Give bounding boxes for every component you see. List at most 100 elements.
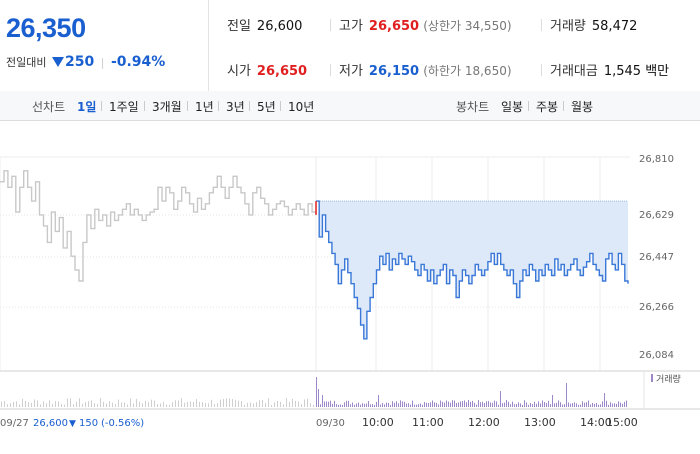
stat-value: 26,650: [256, 64, 308, 79]
volume-bar: [516, 403, 517, 407]
volume-bar: [404, 401, 405, 407]
stat-prev-close: 전일 26,600: [227, 15, 302, 34]
prev-day-series-line: [0, 170, 317, 282]
volume-bar: [486, 401, 487, 407]
volume-bar: [624, 401, 625, 407]
period-1y-button[interactable]: 1년: [195, 100, 214, 114]
volume-bar: [91, 400, 92, 407]
stat-open: 시가 26,650: [227, 60, 307, 79]
volume-bar: [604, 393, 605, 407]
prev-day-date-label: 09/27: [0, 418, 29, 429]
volume-bar: [318, 389, 319, 407]
volume-bar: [259, 400, 260, 407]
candle-daily-button[interactable]: 일봉: [501, 100, 524, 114]
volume-bar: [277, 400, 278, 407]
volume-bar: [364, 403, 365, 407]
volume-bar: [406, 403, 407, 407]
volume-bar: [470, 401, 471, 407]
volume-bar: [163, 401, 164, 407]
volume-bar: [37, 400, 38, 407]
volume-bar: [265, 403, 266, 407]
volume-bar: [121, 402, 122, 407]
upper-limit: (상한가 34,550): [423, 19, 512, 33]
candle-monthly-button[interactable]: 월봉: [571, 100, 594, 114]
volume-bar: [616, 403, 617, 407]
period-1d-button[interactable]: 1일: [77, 100, 97, 114]
stat-low: 저가 26,150 (하한가 18,650): [339, 60, 512, 79]
divider: [144, 101, 145, 111]
volume-bar: [618, 401, 619, 407]
volume-bar: [554, 403, 555, 407]
prev-day-close-label: 26,600: [33, 418, 68, 429]
volume-bar: [552, 395, 553, 407]
volume-legend-swatch: [651, 374, 653, 382]
volume-bar: [130, 398, 131, 407]
volume-bar: [408, 403, 409, 407]
volume-bar: [346, 400, 347, 407]
volume-bar: [558, 400, 559, 407]
volume-bar: [396, 401, 397, 407]
volume-bar: [548, 400, 549, 407]
volume-bar: [530, 403, 531, 407]
volume-bar: [280, 401, 281, 407]
volume-bar: [418, 404, 419, 407]
today-series-line: [316, 200, 629, 340]
volume-bar: [626, 400, 627, 407]
volume-bar: [187, 401, 188, 407]
prev-day-change-label: 150: [79, 418, 98, 429]
stat-value: 26,150: [368, 64, 420, 79]
volume-bar: [301, 404, 302, 407]
period-5y-button[interactable]: 5년: [257, 100, 276, 114]
price-chart[interactable]: 26,810 26,629 26,447 26,266 26,084 거래량 0…: [0, 121, 700, 450]
volume-bar: [466, 402, 467, 407]
volume-bar: [322, 395, 323, 407]
volume-bar: [422, 404, 423, 407]
volume-bar: [382, 402, 383, 407]
volume-bar: [532, 404, 533, 407]
volume-bar: [100, 398, 101, 407]
volume-bar: [570, 403, 571, 407]
volume-bar: [334, 400, 335, 407]
volume-bar: [606, 400, 607, 407]
period-1w-button[interactable]: 1주일: [109, 100, 139, 114]
volume-bar: [175, 400, 176, 407]
divider: [101, 101, 102, 111]
volume-bar: [202, 401, 203, 407]
volume-bar: [428, 403, 429, 407]
volume-bar: [70, 398, 71, 407]
x-tick-label: 14:00: [580, 416, 612, 429]
volume-bar: [492, 402, 493, 407]
period-10y-button[interactable]: 10년: [288, 100, 315, 114]
volume-bar: [178, 400, 179, 407]
quote-summary-panel: 26,350 전일대비 250 | -0.94% 전일 26,600 고가 26,6…: [0, 0, 700, 92]
volume-bar: [229, 398, 230, 407]
period-3y-button[interactable]: 3년: [226, 100, 245, 114]
volume-bar: [608, 404, 609, 407]
stat-label: 고가: [339, 19, 363, 34]
volume-bar: [205, 403, 206, 407]
volume-bar: [344, 402, 345, 407]
stat-trade-amount: 거래대금 1,545 백만: [550, 60, 669, 79]
volume-bar: [220, 399, 221, 407]
volume-bar: [356, 403, 357, 407]
volume-bar: [464, 400, 465, 407]
volume-bar: [420, 403, 421, 407]
candle-weekly-button[interactable]: 주봉: [536, 100, 559, 114]
volume-bar: [462, 401, 463, 407]
volume-bar: [376, 401, 377, 407]
volume-bar: [546, 403, 547, 407]
volume-bar: [596, 403, 597, 407]
volume-bar: [274, 402, 275, 407]
volume-bar: [247, 402, 248, 407]
volume-bar: [133, 403, 134, 407]
volume-bar: [61, 403, 62, 407]
stat-value: 1,545 백만: [603, 64, 670, 79]
volume-bar: [504, 402, 505, 407]
today-area-fill: [316, 200, 628, 339]
volume-bar: [482, 401, 483, 407]
volume-bar: [352, 402, 353, 407]
volume-bar: [468, 400, 469, 407]
volume-bar: [522, 404, 523, 407]
volume-bar: [169, 404, 170, 407]
period-3m-button[interactable]: 3개월: [152, 100, 182, 114]
